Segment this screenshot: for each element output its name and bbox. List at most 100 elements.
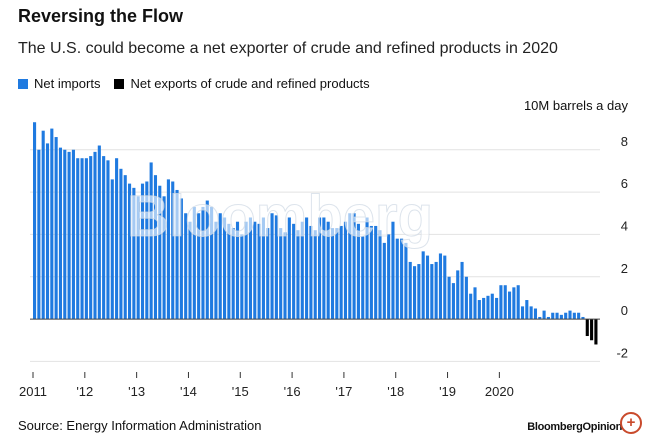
bar-net-imports: [555, 312, 559, 320]
bloomberg-watermark: Bloomberg: [127, 184, 433, 249]
bar-net-imports: [447, 276, 451, 320]
bar-net-imports: [240, 234, 244, 320]
bar-net-imports: [529, 306, 533, 320]
bar-net-imports: [348, 213, 352, 320]
bloomberg-opinion-logo: BloombergOpinion: [527, 421, 622, 433]
bar-net-imports: [145, 181, 149, 320]
bar-net-imports: [512, 287, 516, 320]
bar-net-imports: [214, 221, 218, 320]
bar-net-imports: [188, 221, 192, 320]
bar-net-imports: [37, 149, 41, 320]
bar-net-imports: [460, 261, 464, 320]
bar-net-imports: [184, 213, 188, 320]
chart-subtitle: The U.S. could become a net exporter of …: [18, 40, 558, 57]
bar-net-imports: [503, 285, 507, 320]
bar-net-imports: [434, 261, 438, 320]
bar-net-imports: [352, 213, 356, 320]
bar-net-imports: [45, 143, 50, 320]
bar-net-imports: [456, 270, 460, 320]
bar-net-imports: [179, 198, 183, 320]
bar-net-imports: [495, 297, 499, 320]
bar-net-imports: [572, 312, 576, 320]
bar-net-imports: [63, 149, 67, 320]
legend-label-net-imports: Net imports: [34, 76, 101, 91]
bar-net-exports: [585, 319, 589, 337]
bar-net-imports: [248, 217, 253, 320]
legend-item-net-exports: Net exports of crude and refined product…: [114, 76, 370, 91]
bar-net-exports: [590, 319, 594, 341]
bar-net-imports: [54, 137, 58, 320]
bar-net-imports: [171, 181, 175, 320]
bar-net-imports: [322, 217, 326, 320]
y-tick-label: 6: [621, 176, 628, 191]
chart-legend: Net imports Net exports of crude and ref…: [18, 76, 384, 91]
bar-net-imports: [490, 293, 494, 320]
y-tick-label: 0: [621, 303, 628, 318]
bar-net-imports: [227, 223, 231, 320]
bar-net-imports: [266, 228, 270, 320]
bar-net-imports: [33, 122, 37, 320]
bar-net-imports: [67, 151, 71, 320]
bar-net-imports: [210, 206, 214, 320]
y-tick-label: 8: [621, 134, 628, 149]
bar-net-imports: [361, 236, 365, 320]
x-tick-label: '15: [232, 384, 249, 399]
bar-net-imports: [408, 261, 412, 320]
legend-item-net-imports: Net imports: [18, 76, 100, 91]
bar-net-imports: [50, 128, 54, 320]
bar-net-imports: [71, 149, 75, 320]
bar-net-imports: [417, 264, 421, 320]
chart-title: Reversing the Flow: [18, 6, 184, 26]
bar-net-imports: [257, 223, 261, 320]
source-note: Source: Energy Information Administratio…: [18, 418, 262, 433]
bar-net-imports: [564, 312, 568, 320]
bar-net-imports: [577, 312, 581, 320]
bar-net-imports: [119, 168, 123, 320]
bar-net-imports: [542, 310, 546, 320]
bar-net-imports: [175, 189, 179, 320]
bar-net-imports: [270, 213, 274, 320]
bar-net-imports: [365, 217, 369, 320]
zoom-in-icon[interactable]: +: [620, 412, 642, 434]
bar-net-imports: [235, 221, 240, 320]
bar-net-imports: [404, 242, 408, 320]
x-tick-label: '17: [335, 384, 352, 399]
bar-net-imports: [430, 264, 434, 320]
bar-net-imports: [551, 312, 555, 320]
bar-net-imports: [153, 175, 158, 320]
bar-net-imports: [533, 308, 538, 320]
bar-net-imports: [128, 183, 132, 320]
bar-net-imports: [140, 183, 145, 320]
bar-net-imports: [132, 187, 136, 320]
bar-net-imports: [41, 130, 45, 320]
bar-net-imports: [486, 295, 490, 320]
bar-net-imports: [451, 283, 455, 320]
bar-net-imports: [477, 300, 481, 320]
y-tick-label: 4: [621, 218, 628, 233]
bar-net-imports: [387, 234, 391, 320]
bar-net-imports: [374, 225, 378, 320]
bar-net-imports: [279, 228, 283, 320]
bar-net-imports: [292, 223, 296, 320]
bar-net-imports: [339, 225, 343, 320]
bar-net-imports: [309, 225, 313, 320]
bar-net-imports: [261, 217, 265, 320]
bar-net-imports: [287, 217, 291, 320]
bar-net-imports: [274, 215, 278, 320]
bar-net-imports: [136, 196, 140, 320]
y-tick-label: 2: [621, 261, 628, 276]
bar-net-imports: [123, 175, 127, 320]
bar-net-imports: [520, 306, 525, 320]
x-tick-label: '12: [76, 384, 93, 399]
bar-net-imports: [110, 179, 114, 320]
bar-net-imports: [80, 158, 84, 320]
legend-swatch-net-imports: [18, 78, 28, 89]
bar-net-imports: [343, 221, 348, 320]
bar-net-imports: [499, 285, 503, 320]
bar-net-imports: [201, 206, 205, 320]
bar-net-imports: [400, 238, 404, 320]
legend-swatch-net-exports: [114, 78, 125, 89]
bar-net-imports: [300, 221, 304, 320]
bar-net-imports: [425, 255, 430, 320]
